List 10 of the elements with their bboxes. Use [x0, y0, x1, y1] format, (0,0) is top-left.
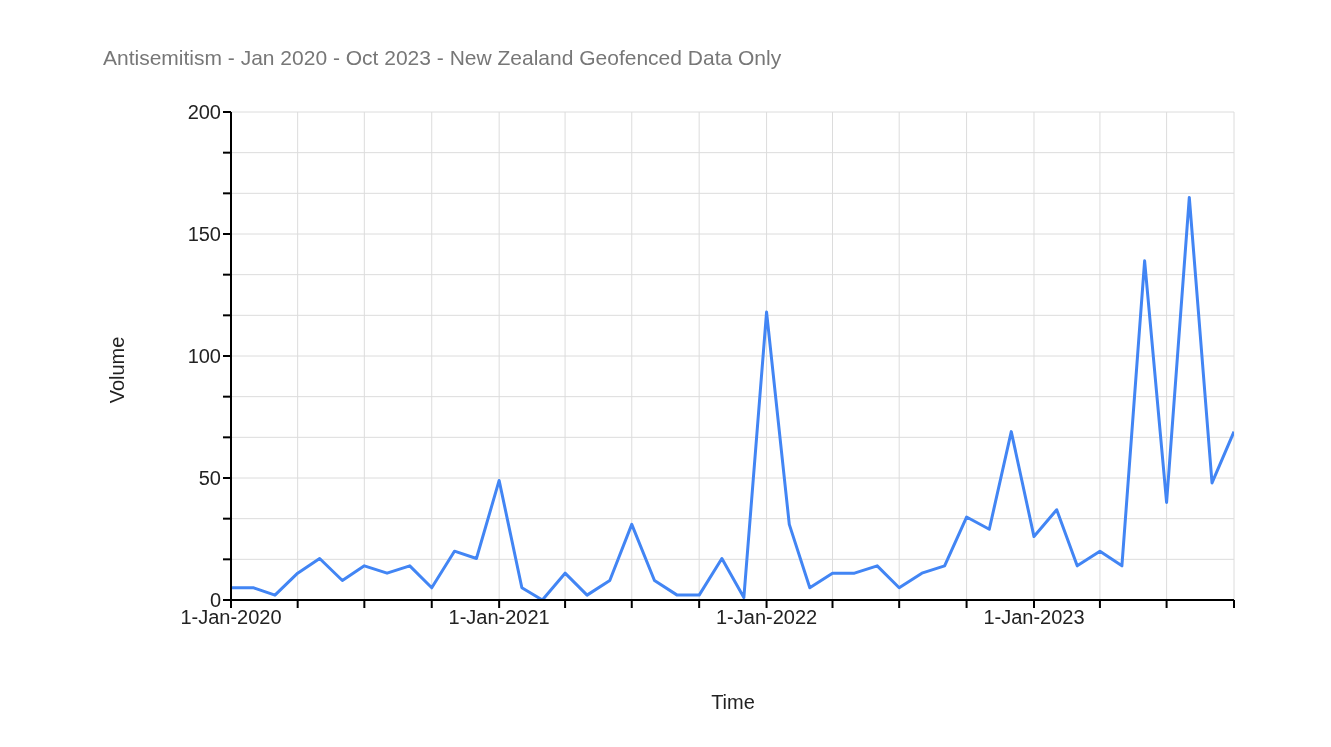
x-tick-label: 1-Jan-2022	[715, 606, 818, 629]
y-tick-label: 200	[187, 101, 221, 124]
x-tick-label: 1-Jan-2021	[448, 606, 550, 629]
x-tick-label: 1-Jan-2023	[983, 606, 1085, 629]
x-axis-title: Time	[711, 690, 755, 714]
y-tick-label: 50	[198, 467, 221, 490]
y-axis-title: Volume	[105, 336, 129, 404]
chart-title: Antisemitism - Jan 2020 - Oct 2023 - New Zealand Geofenced Data Only	[103, 46, 782, 70]
y-tick-label: 100	[187, 345, 221, 368]
y-tick-label: 150	[187, 223, 221, 246]
